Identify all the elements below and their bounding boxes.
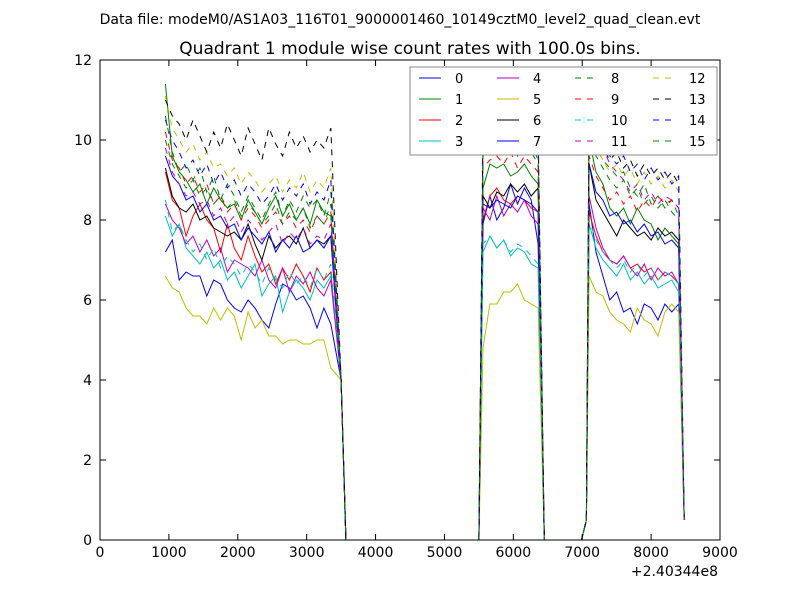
chart-suptitle: Data file: modeM0/AS1A03_116T01_90000014… bbox=[100, 12, 701, 28]
x-tick-label: 4000 bbox=[358, 545, 394, 561]
x-offset-label: +2.40344e8 bbox=[631, 564, 718, 580]
y-tick-label: 0 bbox=[83, 533, 92, 549]
legend-label-14: 14 bbox=[689, 114, 706, 129]
legend-box bbox=[409, 66, 718, 156]
x-tick-label: 8000 bbox=[633, 545, 669, 561]
legend-label-9: 9 bbox=[611, 93, 619, 108]
legend-label-6: 6 bbox=[533, 114, 541, 129]
legend-label-5: 5 bbox=[533, 93, 541, 108]
series-line-13 bbox=[164, 98, 685, 541]
y-tick-label: 4 bbox=[83, 373, 92, 389]
legend-label-4: 4 bbox=[533, 72, 541, 87]
legend-label-15: 15 bbox=[689, 135, 706, 150]
legend-label-3: 3 bbox=[455, 135, 463, 150]
x-tick-label: 1000 bbox=[151, 545, 187, 561]
x-tick-label: 6000 bbox=[496, 545, 532, 561]
x-tick-label: 0 bbox=[96, 545, 105, 561]
x-tick-label: 5000 bbox=[427, 545, 463, 561]
legend-label-11: 11 bbox=[611, 135, 628, 150]
x-tick-label: 7000 bbox=[564, 545, 600, 561]
legend-label-12: 12 bbox=[689, 72, 706, 87]
y-tick-label: 12 bbox=[74, 53, 92, 69]
x-tick-label: 3000 bbox=[289, 545, 325, 561]
legend-label-13: 13 bbox=[689, 93, 706, 108]
legend-label-7: 7 bbox=[533, 135, 541, 150]
x-tick-label: 9000 bbox=[702, 545, 738, 561]
x-tick-label: 2000 bbox=[220, 545, 256, 561]
y-tick-label: 2 bbox=[83, 453, 92, 469]
legend-label-10: 10 bbox=[611, 114, 628, 129]
legend-label-0: 0 bbox=[455, 72, 463, 87]
ticks-layer: 0 1000 2000 3000 4000 5000 6000 7000 8000 9000 0 2 4… bbox=[74, 53, 738, 561]
legend-label-1: 1 bbox=[455, 93, 463, 108]
legend-label-2: 2 bbox=[455, 114, 463, 129]
y-tick-label: 6 bbox=[83, 293, 92, 309]
legend-label-8: 8 bbox=[611, 72, 619, 87]
y-tick-label: 10 bbox=[74, 133, 92, 149]
y-tick-label: 8 bbox=[83, 213, 92, 229]
chart-title: Quadrant 1 module wise count rates with … bbox=[179, 39, 640, 59]
